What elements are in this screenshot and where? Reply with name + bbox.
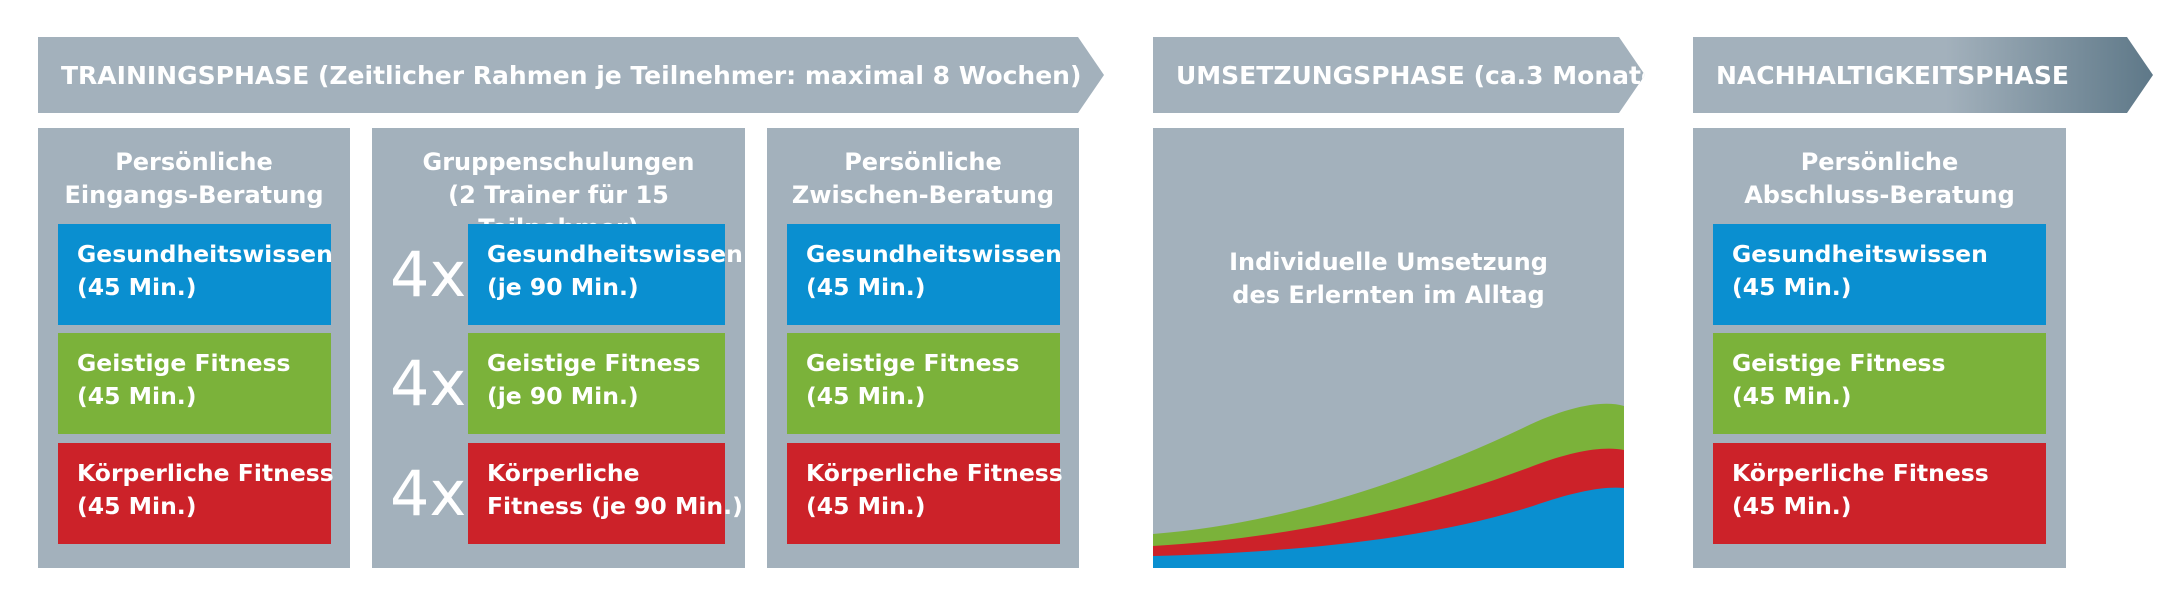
phase-arrow-implementation: UMSETZUNGSPHASE (ca.3 Monate) xyxy=(1153,37,1645,113)
multiplier-label: 4x xyxy=(390,347,467,420)
panel-interim-consultation: Persönliche Zwischen-Beratung Gesundheit… xyxy=(767,128,1079,568)
panel-title-line: Persönliche xyxy=(115,148,273,176)
box-duration: (45 Min.) xyxy=(77,492,197,520)
box-duration: (45 Min.) xyxy=(1732,382,1852,410)
box-label: Geistige Fitness xyxy=(1732,349,1946,377)
box-duration: (45 Min.) xyxy=(806,492,926,520)
box-label: Gesundheitswissen xyxy=(1732,240,1988,268)
box-duration: (45 Min.) xyxy=(806,273,926,301)
box-duration: Fitness (je 90 Min.) xyxy=(487,492,743,520)
box-mental-fitness: Geistige Fitness (45 Min.) xyxy=(1713,333,2046,434)
panel-title-line: Zwischen-Beratung xyxy=(791,181,1055,209)
implementation-text-line: Individuelle Umsetzung xyxy=(1229,248,1548,276)
phase-arrow-sustainability: NACHHALTIGKEITSPHASE xyxy=(1693,37,2153,113)
panel-title: Persönliche Eingangs-Beratung xyxy=(38,146,350,212)
phase-label-implementation: UMSETZUNGSPHASE (ca.3 Monate) xyxy=(1176,60,1670,90)
panel-title: Persönliche Zwischen-Beratung xyxy=(767,146,1079,212)
box-physical-fitness: Körperliche Fitness (45 Min.) xyxy=(787,443,1063,544)
box-mental-fitness: Geistige Fitness (45 Min.) xyxy=(58,333,331,434)
box-health-knowledge: Gesundheitswissen (45 Min.) xyxy=(1713,224,2046,325)
phase-label-training: TRAININGSPHASE (Zeitlicher Rahmen je Tei… xyxy=(61,60,1082,90)
panel-group-training: Gruppenschulungen (2 Trainer für 15 Teil… xyxy=(372,128,745,568)
box-label: Körperliche Fitness xyxy=(806,459,1063,487)
panel-final-consultation: Persönliche Abschluss-Beratung Gesundhei… xyxy=(1693,128,2066,568)
panel-entry-consultation: Persönliche Eingangs-Beratung Gesundheit… xyxy=(38,128,350,568)
box-label: Gesundheitswissen xyxy=(487,240,743,268)
progress-waves xyxy=(1153,403,1624,568)
box-physical-fitness: Körperliche Fitness (45 Min.) xyxy=(58,443,334,544)
panel-title-line: Persönliche xyxy=(844,148,1002,176)
box-duration: (45 Min.) xyxy=(1732,492,1852,520)
box-label: Gesundheitswissen xyxy=(806,240,1062,268)
box-mental-fitness: Geistige Fitness (45 Min.) xyxy=(787,333,1060,434)
box-label: Körperliche Fitness xyxy=(1732,459,1989,487)
phase-arrow-training: TRAININGSPHASE (Zeitlicher Rahmen je Tei… xyxy=(38,37,1104,113)
panel-title-line: Persönliche xyxy=(1800,148,1959,176)
box-label: Geistige Fitness xyxy=(487,349,701,377)
box-physical-fitness: Körperliche Fitness (je 90 Min.) xyxy=(468,443,743,544)
box-duration: (45 Min.) xyxy=(77,382,197,410)
box-health-knowledge: Gesundheitswissen (je 90 Min.) xyxy=(468,224,743,325)
box-health-knowledge: Gesundheitswissen (45 Min.) xyxy=(787,224,1062,325)
panel-title-line: Gruppenschulungen xyxy=(422,148,695,176)
panel-implementation: Individuelle Umsetzung des Erlernten im … xyxy=(1153,128,1624,568)
box-health-knowledge: Gesundheitswissen (45 Min.) xyxy=(58,224,333,325)
multiplier-label: 4x xyxy=(390,457,467,530)
box-duration: (je 90 Min.) xyxy=(487,382,639,410)
phase-label-sustainability: NACHHALTIGKEITSPHASE xyxy=(1716,60,2069,90)
box-label: Körperliche xyxy=(487,459,640,487)
box-duration: (45 Min.) xyxy=(1732,273,1852,301)
box-duration: (45 Min.) xyxy=(806,382,926,410)
implementation-text-line: des Erlernten im Alltag xyxy=(1232,281,1545,309)
box-label: Geistige Fitness xyxy=(806,349,1020,377)
box-duration: (je 90 Min.) xyxy=(487,273,639,301)
implementation-text: Individuelle Umsetzung des Erlernten im … xyxy=(1153,246,1624,312)
box-label: Gesundheitswissen xyxy=(77,240,333,268)
box-duration: (45 Min.) xyxy=(77,273,197,301)
box-label: Geistige Fitness xyxy=(77,349,291,377)
panel-title-line: Eingangs-Beratung xyxy=(64,181,324,209)
box-physical-fitness: Körperliche Fitness (45 Min.) xyxy=(1713,443,2046,544)
box-label: Körperliche Fitness xyxy=(77,459,334,487)
multiplier-label: 4x xyxy=(390,238,467,311)
wave-blue xyxy=(1153,487,1624,568)
box-mental-fitness: Geistige Fitness (je 90 Min.) xyxy=(468,333,725,434)
panel-title-line: Abschluss-Beratung xyxy=(1744,181,2015,209)
panel-title: Persönliche Abschluss-Beratung xyxy=(1693,146,2066,212)
